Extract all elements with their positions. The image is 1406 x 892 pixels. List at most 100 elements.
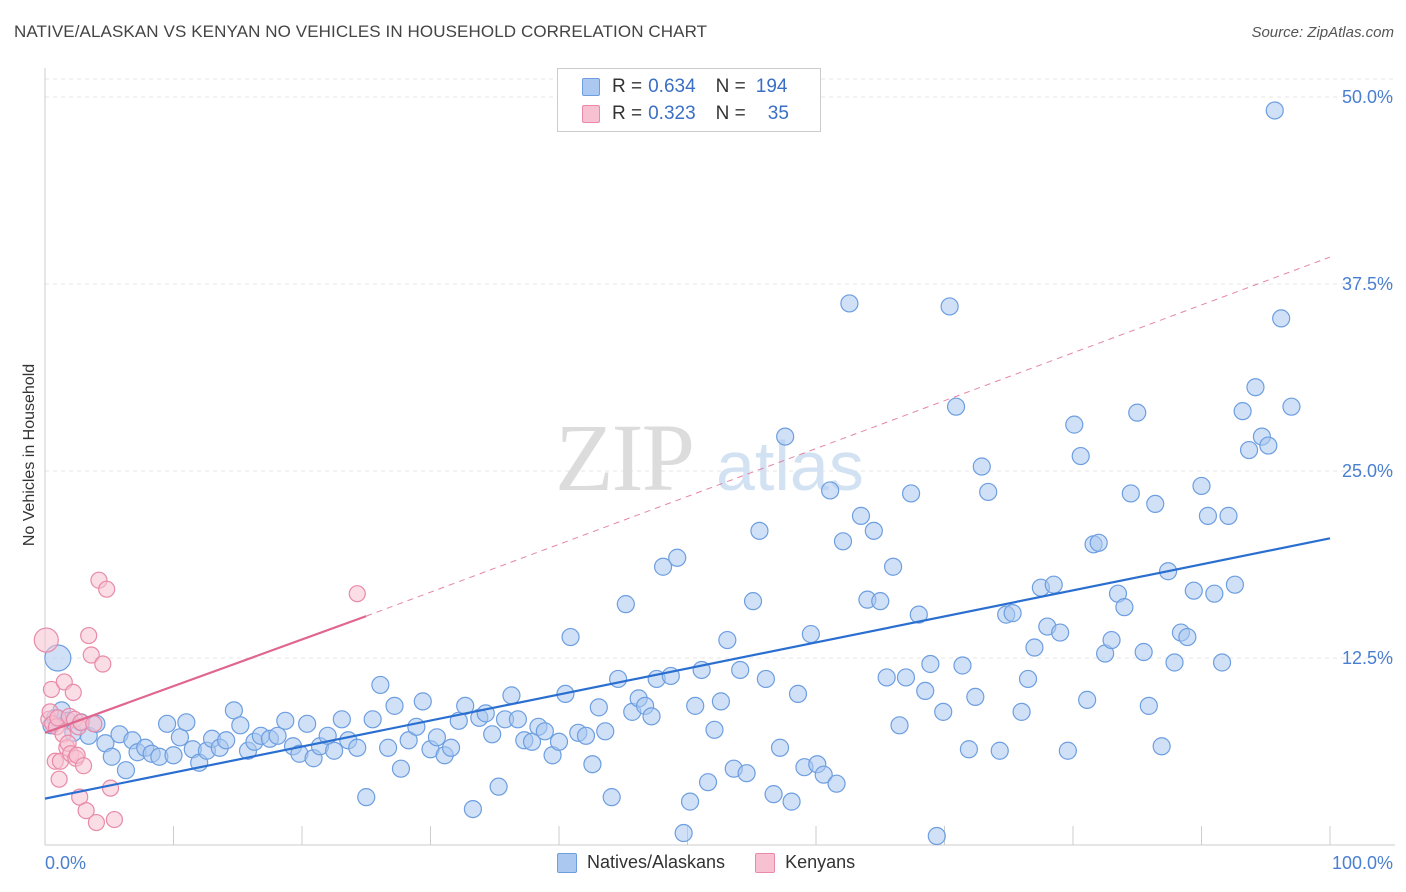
point-natives xyxy=(782,792,801,811)
legend-n-value: 194 xyxy=(755,76,788,97)
point-natives xyxy=(877,668,896,687)
point-natives xyxy=(1115,598,1134,617)
point-natives xyxy=(116,761,136,780)
point-natives xyxy=(814,765,833,784)
point-natives xyxy=(788,684,808,704)
point-natives xyxy=(1058,741,1077,760)
legend-n-label: N = xyxy=(715,76,746,97)
point-kenyans xyxy=(98,580,116,598)
watermark: ZIP atlas xyxy=(555,404,864,511)
point-natives xyxy=(348,738,367,757)
point-natives xyxy=(946,397,966,416)
point-natives xyxy=(916,681,935,701)
point-natives xyxy=(1089,533,1108,552)
point-natives xyxy=(602,788,621,807)
point-natives xyxy=(979,482,998,502)
point-natives xyxy=(561,627,580,647)
point-kenyans xyxy=(105,810,123,829)
point-kenyans xyxy=(64,683,82,702)
point-natives xyxy=(680,792,700,811)
x-tick-label: 100.0% xyxy=(1332,853,1393,873)
point-natives xyxy=(653,557,673,576)
tick-labels: 12.5% 25.0% 37.5% 50.0% 0.0% 100.0% xyxy=(45,87,1393,873)
point-natives xyxy=(363,710,382,729)
point-natives xyxy=(298,714,317,733)
point-natives xyxy=(1003,604,1022,623)
point-natives xyxy=(1165,653,1184,672)
point-natives xyxy=(883,557,903,576)
point-natives xyxy=(718,630,737,650)
legend-n-value: 35 xyxy=(767,103,789,124)
x-tick-label: 0.0% xyxy=(45,853,86,873)
point-kenyans xyxy=(77,801,95,820)
point-natives xyxy=(686,696,705,715)
legend-r-label: R = xyxy=(612,103,643,124)
point-natives xyxy=(177,713,196,732)
point-natives xyxy=(851,506,871,525)
legend-r-value: 0.634 xyxy=(648,76,696,97)
point-kenyans xyxy=(33,627,59,653)
y-tick-label: 25.0% xyxy=(1342,461,1393,481)
point-kenyans xyxy=(50,770,68,788)
point-natives xyxy=(357,788,376,807)
point-natives xyxy=(589,698,608,717)
point-natives xyxy=(1134,642,1153,662)
stats-legend: R = 0.634 N = 194 R = 0.323 N = 35 xyxy=(557,68,821,132)
point-natives xyxy=(391,759,411,778)
legend-swatch-kenyans xyxy=(755,852,776,873)
point-natives xyxy=(1018,669,1038,689)
point-natives xyxy=(674,823,693,843)
point-natives xyxy=(833,532,853,551)
point-natives xyxy=(224,701,243,720)
point-natives xyxy=(1246,378,1265,397)
point-natives xyxy=(502,686,521,705)
point-natives xyxy=(896,668,916,687)
point-natives xyxy=(1239,440,1259,460)
point-natives xyxy=(705,720,724,739)
point-natives xyxy=(596,722,615,741)
point-natives xyxy=(1025,638,1044,657)
point-natives xyxy=(801,624,820,644)
point-natives xyxy=(927,826,946,846)
legend-n-label: N = xyxy=(715,103,746,124)
point-natives xyxy=(1265,101,1284,120)
point-natives xyxy=(864,521,883,540)
point-natives xyxy=(489,777,508,796)
point-natives xyxy=(711,692,731,711)
point-natives xyxy=(990,741,1009,760)
point-natives xyxy=(1071,446,1090,466)
gridlines xyxy=(45,78,1395,659)
point-natives xyxy=(268,726,287,745)
point-natives xyxy=(616,595,635,614)
trend-kenyans xyxy=(44,615,367,734)
point-natives xyxy=(909,605,928,624)
point-natives xyxy=(441,738,461,757)
point-natives xyxy=(535,722,554,741)
point-natives xyxy=(1139,696,1158,715)
point-natives xyxy=(399,731,418,750)
point-natives xyxy=(1192,476,1211,496)
point-natives xyxy=(217,731,236,750)
point-natives xyxy=(549,732,569,751)
point-natives xyxy=(901,484,921,503)
point-natives xyxy=(609,669,628,689)
point-natives xyxy=(407,717,426,736)
point-natives xyxy=(1198,506,1218,525)
point-natives xyxy=(871,592,890,611)
legend-swatch-kenyans xyxy=(582,105,600,123)
point-kenyans xyxy=(87,813,106,832)
legend-row-kenyans: R = 0.323 N = 35 xyxy=(582,102,789,126)
point-natives xyxy=(668,548,687,567)
point-natives xyxy=(940,297,959,316)
point-natives xyxy=(508,710,527,729)
legend-swatch-natives xyxy=(582,78,600,96)
point-natives xyxy=(737,764,756,783)
legend-swatch-natives xyxy=(557,852,577,873)
source-credit: Source: ZipAtlas.com xyxy=(1251,24,1394,41)
point-kenyans xyxy=(82,646,100,664)
point-natives xyxy=(413,692,432,711)
point-natives xyxy=(1282,397,1301,416)
point-natives xyxy=(1012,702,1031,721)
point-kenyans xyxy=(348,585,366,603)
